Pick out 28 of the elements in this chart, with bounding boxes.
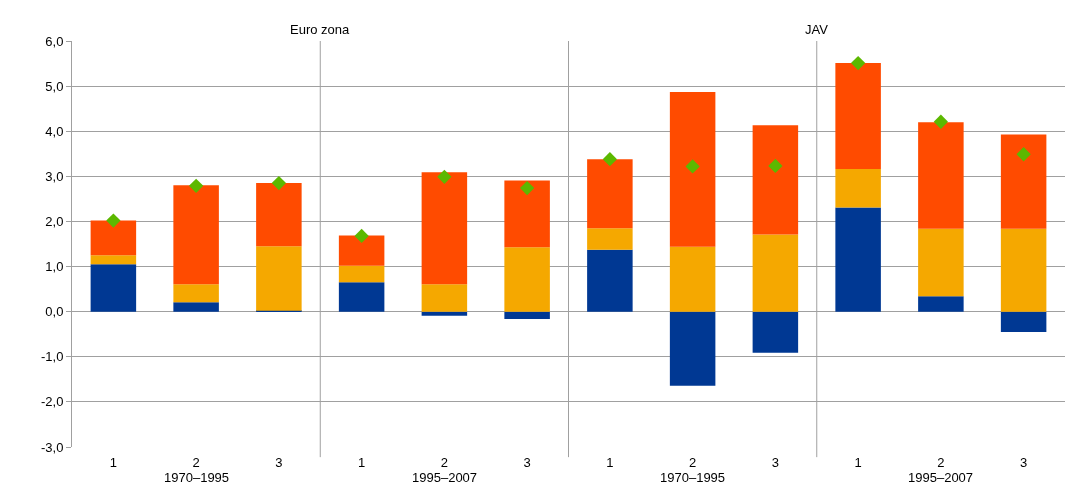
x-tick-label: 3 [523, 455, 531, 470]
x-tick-label: 2 [192, 455, 200, 470]
x-tick-label: 1 [606, 455, 614, 470]
y-tick-label: 3,0 [45, 168, 64, 184]
y-tick-label: -1,0 [40, 349, 64, 365]
text: JAV [805, 22, 829, 37]
x-tick-label: 2 [937, 455, 945, 470]
text: Euro zona [290, 22, 351, 37]
y-tick-label: 1,0 [45, 259, 64, 275]
text: 1970–1995 [660, 470, 726, 485]
x-tick-label: 1 [358, 455, 366, 470]
text: 1995–2007 [412, 470, 478, 485]
x-tick-label: 2 [440, 455, 448, 470]
x-tick-label: 3 [771, 455, 779, 470]
y-tick-label: 5,0 [45, 78, 64, 94]
x-tick-label: 1 [854, 455, 862, 470]
text: 1970–1995 [164, 470, 230, 485]
y-tick-label: 2,0 [45, 213, 64, 229]
y-tick-label: 0,0 [45, 304, 64, 320]
y-tick-label: 6,0 [45, 33, 64, 49]
x-tick-label: 3 [275, 455, 283, 470]
text: 1995–2007 [908, 470, 974, 485]
y-tick-label: -2,0 [40, 394, 64, 410]
y-tick-label: 4,0 [45, 123, 64, 139]
x-tick-label: 1 [109, 455, 117, 470]
y-tick-label: -3,0 [40, 439, 64, 455]
x-tick-label: 2 [689, 455, 697, 470]
x-tick-label: 3 [1020, 455, 1028, 470]
